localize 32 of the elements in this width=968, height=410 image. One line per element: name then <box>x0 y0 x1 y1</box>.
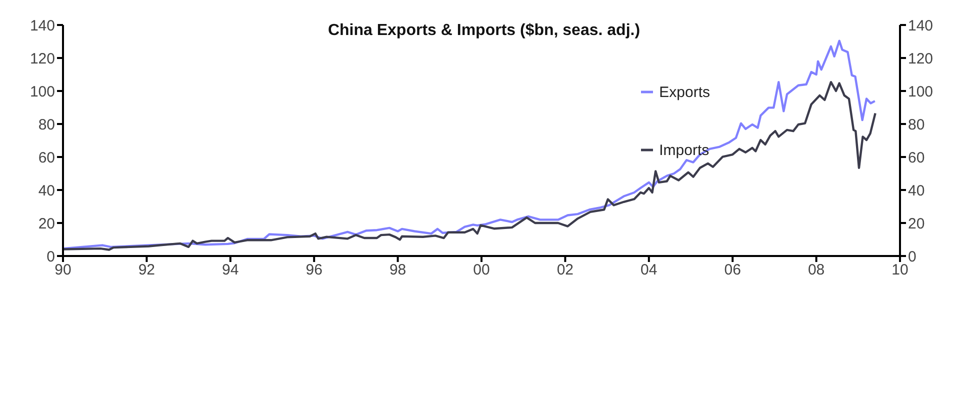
y2-tick-label: 120 <box>908 50 934 68</box>
x-tick-label: 10 <box>892 262 908 279</box>
y2-tick-label: 0 <box>908 248 916 266</box>
x-tick-label: 92 <box>138 262 156 279</box>
y2-tick-label: 60 <box>908 149 925 166</box>
y-tick-label: 0 <box>46 248 55 266</box>
x-tick-label: 98 <box>389 262 406 279</box>
y-tick-label: 40 <box>38 182 55 200</box>
line-series <box>63 80 876 251</box>
line-series <box>63 40 876 250</box>
y2-tick-label: 140 <box>908 17 934 34</box>
y2-tick-label: 100 <box>908 83 934 100</box>
x-tick-label: 90 <box>54 262 72 279</box>
x-tick-label: 94 <box>222 262 239 279</box>
y-tick-label: 140 <box>30 17 55 34</box>
y2-tick-label: 40 <box>908 182 925 200</box>
y-tick-label: 120 <box>30 50 55 68</box>
x-tick-label: 06 <box>724 262 741 279</box>
x-tick-label: 96 <box>306 262 322 279</box>
y-tick-label: 80 <box>38 116 55 134</box>
chart-title: China Exports & Imports ($bn, seas. adj.) <box>328 22 640 39</box>
y-tick-label: 60 <box>38 149 55 166</box>
x-tick-label: 08 <box>808 262 825 279</box>
legend-label: Imports <box>659 142 710 158</box>
y2-tick-label: 80 <box>908 116 925 134</box>
x-tick-label: 02 <box>556 262 574 279</box>
x-tick-label: 00 <box>473 262 490 279</box>
legend-label: Exports <box>659 84 710 100</box>
y2-tick-label: 20 <box>908 215 925 232</box>
x-tick-label: 04 <box>640 262 658 279</box>
y-tick-label: 20 <box>38 215 55 232</box>
y-tick-label: 100 <box>30 83 55 100</box>
